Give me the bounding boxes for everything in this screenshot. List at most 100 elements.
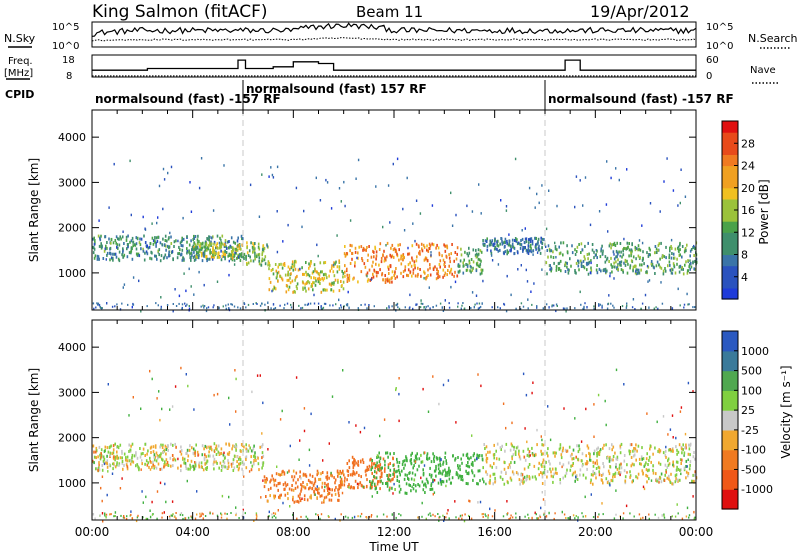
range-cell bbox=[583, 255, 586, 259]
range-cell bbox=[538, 473, 540, 477]
range-cell bbox=[445, 462, 448, 465]
cpid-segment-label: normalsound (fast) 157 RF bbox=[246, 82, 427, 96]
range-cell bbox=[93, 461, 95, 465]
range-cell bbox=[415, 199, 418, 202]
range-cell bbox=[276, 210, 278, 213]
range-cell bbox=[507, 243, 510, 247]
nsearch-series-line bbox=[91, 37, 697, 42]
range-cell bbox=[437, 276, 439, 280]
range-cell bbox=[205, 455, 208, 459]
velocity-colorbar-swatch bbox=[722, 449, 738, 471]
range-cell bbox=[687, 458, 689, 461]
range-cell bbox=[524, 227, 526, 230]
range-cell bbox=[302, 272, 304, 276]
range-cell bbox=[365, 468, 367, 472]
range-cell bbox=[319, 477, 322, 481]
range-cell bbox=[182, 216, 184, 220]
range-cell bbox=[377, 480, 379, 484]
range-cell bbox=[562, 463, 565, 467]
range-cell bbox=[365, 485, 368, 489]
range-cell bbox=[261, 466, 263, 470]
range-cell bbox=[296, 274, 298, 278]
range-cell bbox=[185, 467, 188, 471]
range-cell bbox=[582, 204, 584, 207]
range-cell bbox=[172, 464, 174, 468]
range-cell bbox=[231, 256, 234, 260]
range-cell bbox=[205, 309, 208, 313]
range-cell bbox=[360, 304, 362, 306]
range-cell bbox=[554, 512, 556, 515]
range-cell bbox=[189, 463, 191, 467]
range-cell bbox=[587, 257, 589, 261]
range-cell bbox=[106, 446, 109, 450]
range-cell bbox=[389, 264, 392, 268]
range-cell bbox=[99, 306, 102, 309]
range-cell bbox=[320, 306, 322, 309]
range-cell bbox=[592, 460, 594, 464]
range-cell bbox=[199, 244, 201, 248]
range-cell bbox=[676, 503, 678, 506]
range-cell bbox=[559, 446, 562, 450]
range-cell bbox=[692, 306, 694, 309]
range-cell bbox=[121, 302, 123, 305]
range-cell bbox=[399, 487, 402, 491]
range-cell bbox=[663, 255, 666, 259]
range-cell bbox=[501, 444, 503, 448]
range-cell bbox=[110, 256, 113, 259]
range-cell bbox=[353, 457, 355, 461]
range-cell bbox=[422, 243, 425, 247]
range-cell bbox=[685, 476, 687, 480]
range-cell bbox=[596, 447, 598, 451]
range-cell bbox=[633, 463, 635, 467]
range-cell bbox=[319, 261, 322, 265]
range-cell bbox=[363, 426, 366, 430]
range-cell bbox=[135, 464, 137, 468]
range-cell bbox=[612, 304, 614, 307]
range-cell bbox=[386, 515, 388, 518]
range-cell bbox=[450, 267, 453, 271]
range-cell bbox=[408, 471, 410, 475]
range-cell bbox=[517, 241, 520, 245]
range-cell bbox=[155, 451, 158, 455]
range-cell bbox=[203, 253, 206, 257]
range-cell bbox=[634, 248, 637, 252]
range-cell bbox=[656, 479, 658, 483]
range-cell bbox=[330, 283, 333, 287]
range-cell bbox=[95, 449, 98, 453]
range-cell bbox=[471, 268, 474, 272]
range-cell bbox=[319, 494, 322, 498]
range-cell bbox=[507, 466, 509, 470]
range-cell bbox=[662, 254, 664, 258]
range-cell bbox=[524, 241, 526, 245]
range-cell bbox=[316, 473, 318, 477]
range-cell bbox=[156, 454, 159, 458]
range-cell bbox=[193, 467, 196, 470]
range-cell bbox=[182, 517, 184, 520]
range-cell bbox=[535, 237, 537, 240]
range-cell bbox=[403, 229, 406, 232]
range-cell bbox=[434, 265, 436, 269]
range-cell bbox=[410, 457, 412, 461]
range-cell bbox=[159, 445, 161, 449]
range-cell bbox=[303, 494, 306, 498]
range-cell bbox=[404, 306, 406, 309]
range-cell bbox=[109, 513, 111, 516]
range-cell bbox=[629, 266, 631, 270]
range-cell bbox=[480, 384, 482, 388]
range-cell bbox=[467, 254, 470, 258]
range-cell bbox=[358, 473, 360, 477]
range-cell bbox=[605, 423, 607, 427]
range-cell bbox=[687, 381, 690, 385]
range-cell bbox=[329, 269, 331, 273]
range-cell bbox=[291, 260, 294, 264]
range-cell bbox=[385, 244, 387, 247]
range-cell bbox=[392, 463, 394, 467]
range-cell bbox=[388, 478, 391, 482]
power-colorbar-tick-label: 16 bbox=[741, 204, 755, 217]
range-cell bbox=[349, 219, 352, 222]
range-cell bbox=[629, 475, 631, 479]
range-cell bbox=[640, 462, 642, 466]
range-cell bbox=[161, 407, 163, 411]
range-cell bbox=[506, 500, 508, 503]
range-cell bbox=[376, 482, 379, 486]
